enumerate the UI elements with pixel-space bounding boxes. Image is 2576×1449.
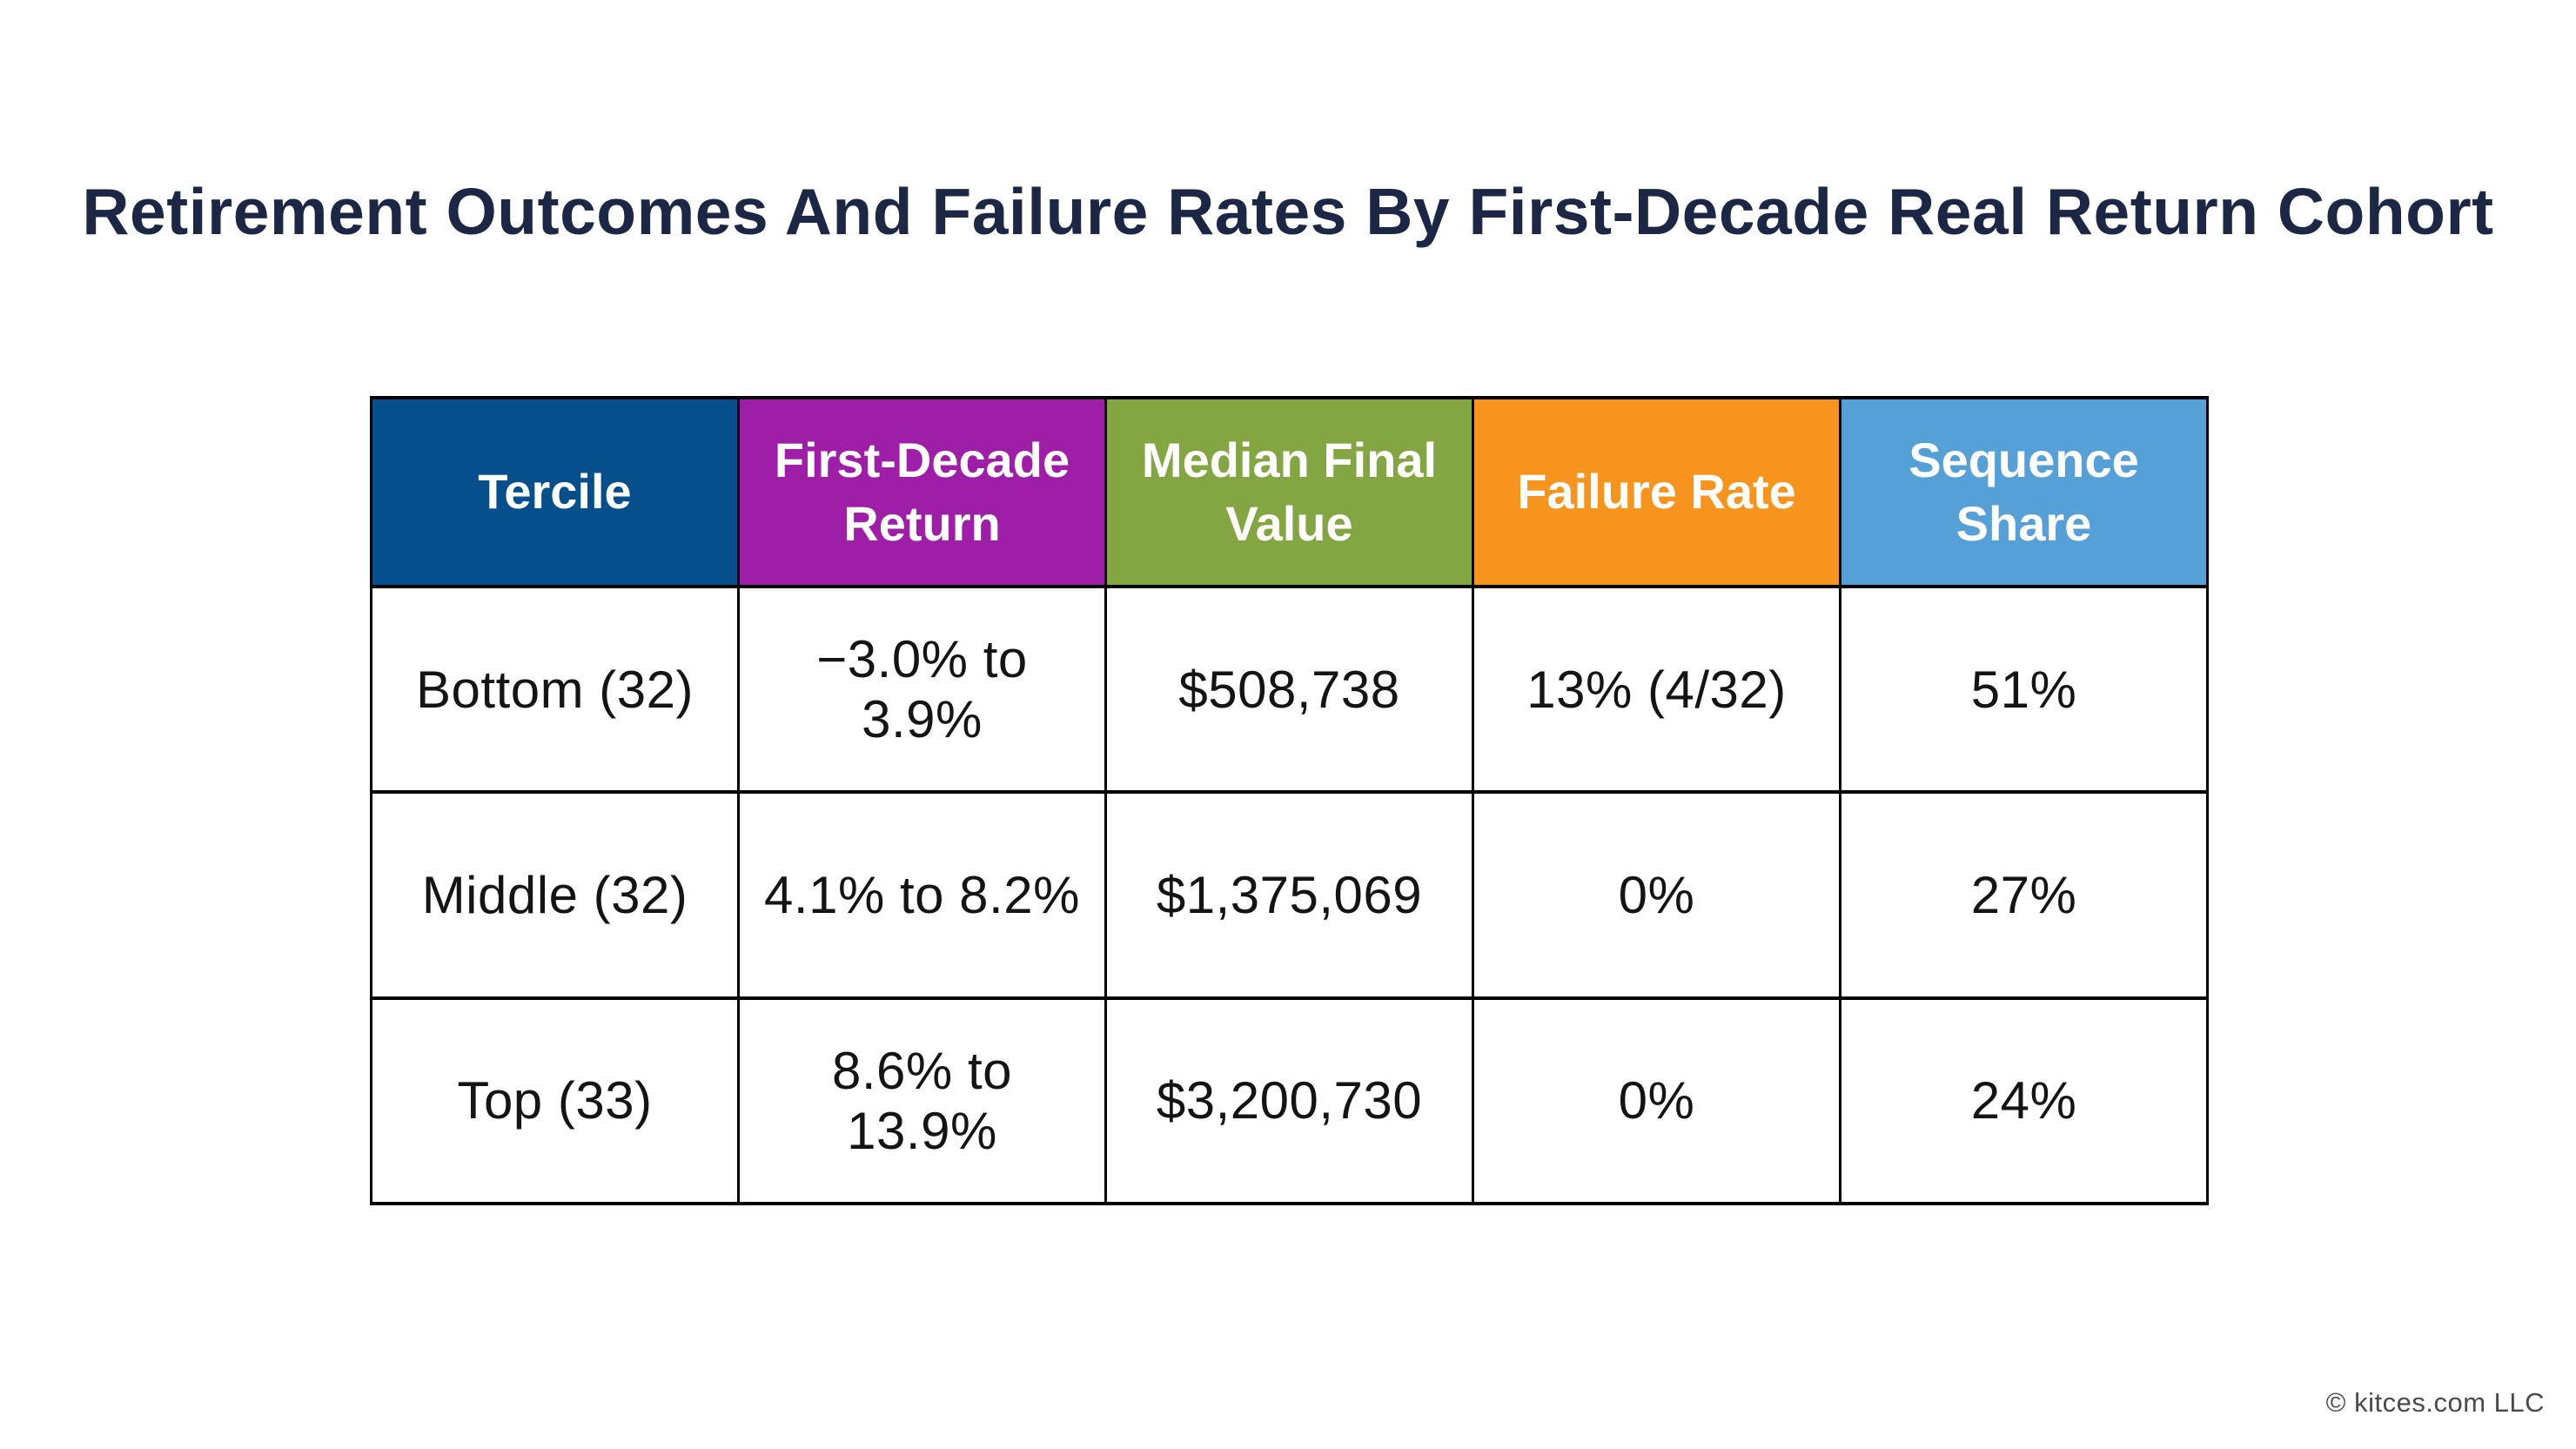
cell-failure-rate: 13% (4/32) [1472,584,1841,795]
cell-failure-rate: 0% [1472,790,1841,1000]
column-header-failure-rate: Failure Rate [1472,396,1841,588]
table-header-row: Tercile First-Decade Return Median Final… [370,396,2209,588]
column-header-median-final-value: Median Final Value [1104,396,1474,588]
cell-median-final-value: $3,200,730 [1104,996,1474,1206]
cell-failure-rate: 0% [1472,996,1841,1206]
cell-sequence-share: 27% [1839,790,2209,1000]
cell-first-decade-return: −3.0% to 3.9% [737,584,1107,795]
page-title: Retirement Outcomes And Failure Rates By… [82,175,2494,248]
column-header-sequence-share: Sequence Share [1839,396,2209,588]
cell-tercile: Middle (32) [370,790,740,1000]
cell-median-final-value: $1,375,069 [1104,790,1474,1000]
table-row-top-tercile: Top (33) 8.6% to 13.9% $3,200,730 0% 24% [370,996,2209,1206]
copyright-credit: © kitces.com LLC [2325,1387,2545,1418]
column-header-first-decade-return: First-Decade Return [737,396,1107,588]
cell-tercile: Top (33) [370,996,740,1206]
table-row-bottom-tercile: Bottom (32) −3.0% to 3.9% $508,738 13% (… [370,584,2209,795]
cell-tercile: Bottom (32) [370,584,740,795]
cell-median-final-value: $508,738 [1104,584,1474,795]
return-cohort-table: Tercile First-Decade Return Median Final… [370,396,2209,1206]
cell-first-decade-return: 4.1% to 8.2% [737,790,1107,1000]
column-header-tercile: Tercile [370,396,740,588]
cell-sequence-share: 51% [1839,584,2209,795]
table-row-middle-tercile: Middle (32) 4.1% to 8.2% $1,375,069 0% 2… [370,790,2209,1000]
cell-sequence-share: 24% [1839,996,2209,1206]
cell-first-decade-return: 8.6% to 13.9% [737,996,1107,1206]
